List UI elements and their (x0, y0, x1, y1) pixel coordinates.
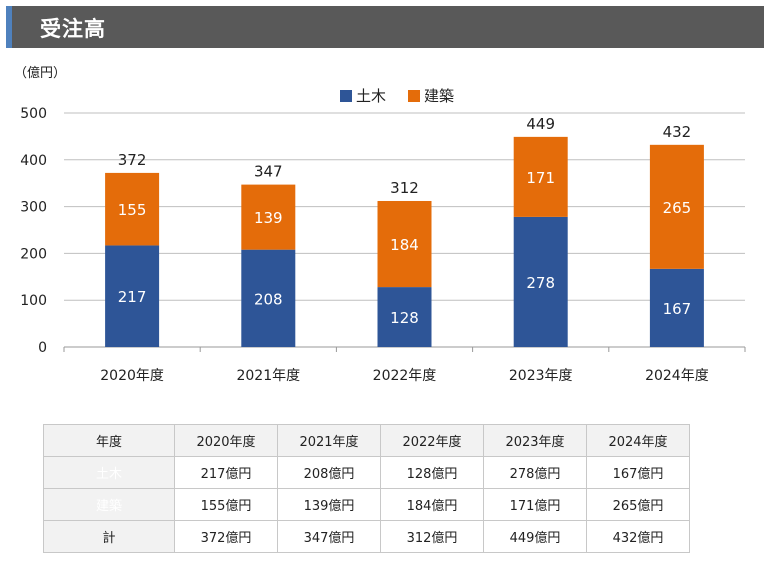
table-cell: 139億円 (277, 488, 381, 521)
table-cell: 155億円 (174, 488, 278, 521)
table-header-row: 年度 2020年度 2021年度 2022年度 2023年度 2024年度 (43, 424, 690, 457)
bar-segment (241, 184, 296, 250)
bar-segment (377, 200, 432, 288)
table-header-label: 年度 (43, 424, 175, 457)
table-cell: 312億円 (380, 520, 484, 553)
bar-segment (377, 287, 432, 347)
x-tick-label: 2022年度 (373, 368, 437, 384)
legend-label: 建築 (424, 87, 454, 105)
bar-value-label: 217 (118, 288, 147, 306)
bar-value-label: 278 (526, 274, 555, 292)
bar-segment (649, 144, 704, 269)
table-column-header: 2022年度 (380, 424, 484, 457)
y-tick-label: 400 (20, 153, 47, 169)
bar-segment (105, 172, 160, 246)
table-row-label: 土木 (43, 456, 175, 489)
table-cell: 372億円 (174, 520, 278, 553)
x-tick-label: 2024年度 (645, 368, 709, 384)
bar-total-label: 449 (526, 115, 555, 133)
bar-segment (649, 268, 704, 347)
y-tick-label: 300 (20, 200, 47, 216)
y-tick-label: 100 (20, 293, 47, 309)
y-tick-label: 200 (20, 246, 47, 262)
table-cell: 278億円 (483, 456, 587, 489)
table-row: 土木 217億円 208億円 128億円 278億円 167億円 (43, 456, 690, 489)
data-table: 年度 2020年度 2021年度 2022年度 2023年度 2024年度 土木… (43, 424, 690, 553)
table-cell: 217億円 (174, 456, 278, 489)
bar-value-label: 208 (254, 290, 283, 308)
table-cell: 208億円 (277, 456, 381, 489)
x-tick-label: 2023年度 (509, 368, 573, 384)
y-tick-label: 500 (20, 106, 47, 122)
bar-value-label: 171 (526, 169, 555, 187)
bar-value-label: 139 (254, 209, 283, 227)
legend-swatch (340, 90, 352, 102)
section-title: 受注高 (40, 17, 106, 41)
table-cell: 184億円 (380, 488, 484, 521)
bar-segment (241, 249, 296, 347)
table-cell: 265億円 (586, 488, 690, 521)
legend-swatch (408, 90, 420, 102)
table-cell: 347億円 (277, 520, 381, 553)
bar-total-label: 312 (390, 179, 419, 197)
unit-label: （億円） (14, 66, 67, 81)
bar-value-label: 128 (390, 309, 419, 327)
table-column-header: 2024年度 (586, 424, 690, 457)
x-tick-label: 2020年度 (100, 368, 164, 384)
table-cell: 449億円 (483, 520, 587, 553)
table-column-header: 2020年度 (174, 424, 278, 457)
table-row-label: 建築 (43, 488, 175, 521)
bar-value-label: 167 (663, 300, 692, 318)
y-tick-label: 0 (38, 340, 47, 356)
bar-segment (513, 216, 568, 347)
bar-total-label: 432 (663, 123, 692, 141)
bar-value-label: 184 (390, 236, 419, 254)
table-row-label: 計 (43, 520, 175, 553)
chart: 0 100 200 300 400 500 217 155 372 2020年度 208 139 347… (20, 87, 746, 384)
bar-total-label: 347 (254, 163, 283, 181)
table-cell: 167億円 (586, 456, 690, 489)
table-cell: 171億円 (483, 488, 587, 521)
table-row: 計 372億円 347億円 312億円 449億円 432億円 (43, 520, 690, 553)
section-header: 受注高 (6, 6, 764, 48)
bar-total-label: 372 (118, 151, 147, 169)
table-cell: 432億円 (586, 520, 690, 553)
bar-segment (513, 136, 568, 217)
table-column-header: 2021年度 (277, 424, 381, 457)
legend-label: 土木 (356, 87, 386, 105)
bar-segment (105, 245, 160, 347)
table-row: 建築 155億円 139億円 184億円 171億円 265億円 (43, 488, 690, 521)
bar-value-label: 265 (663, 199, 692, 217)
table-cell: 128億円 (380, 456, 484, 489)
table-column-header: 2023年度 (483, 424, 587, 457)
x-tick-label: 2021年度 (236, 368, 300, 384)
bar-value-label: 155 (118, 201, 147, 219)
